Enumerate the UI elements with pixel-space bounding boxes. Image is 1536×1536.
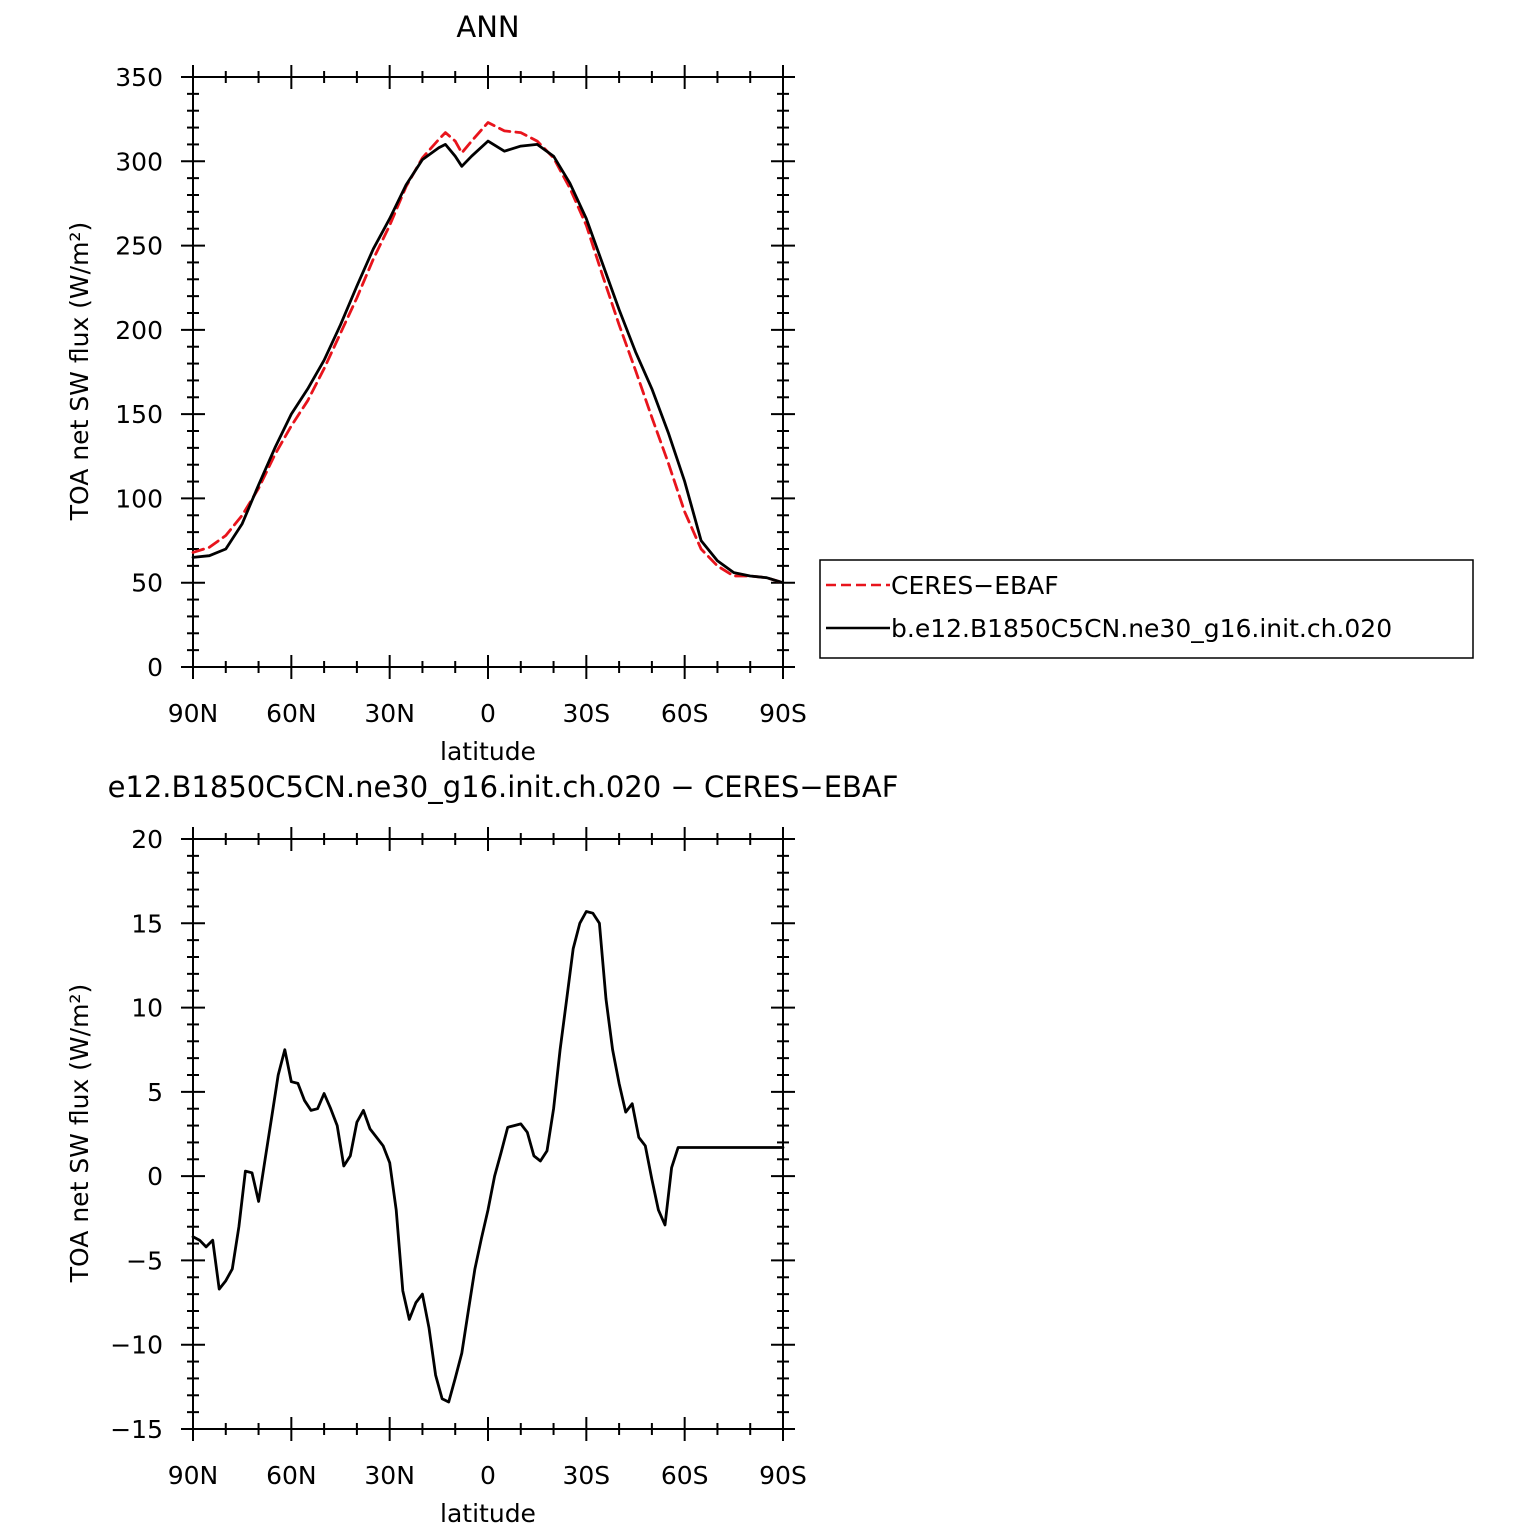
top-xtick-label: 30S [562,699,610,728]
bottom-xtick-label: 90S [759,1461,807,1490]
legend-label-ceres: CERES−EBAF [891,571,1059,600]
top-chart-title: ANN [456,10,519,44]
bottom-xtick-label: 30S [562,1461,610,1490]
top-xtick-label: 90S [759,699,807,728]
top-chart-xlabel: latitude [440,737,536,766]
top-ytick-label: 0 [147,653,163,682]
bottom-xtick-label: 60N [266,1461,317,1490]
bottom-ytick-label: −15 [110,1415,163,1444]
top-series-line-1 [191,139,785,585]
legend-label-model: b.e12.B1850C5CN.ne30_g16.init.ch.020 [891,614,1392,643]
bottom-chart-title: e12.B1850C5CN.ne30_g16.init.ch.020 − CER… [108,770,899,804]
top-ytick-label: 150 [115,400,163,429]
top-xtick-label: 30N [364,699,415,728]
bottom-ytick-label: −5 [126,1246,163,1275]
bottom-ytick-label: −10 [110,1331,163,1360]
top-ytick-label: 350 [115,63,163,92]
bottom-xtick-label: 90N [168,1461,219,1490]
bottom-ytick-label: 15 [131,909,163,938]
top-xtick-label: 90N [168,699,219,728]
bottom-chart-axes: 90N 60N 30N 0 30S 60S 90S −15 −10 −5 0 5 10 15 20 [110,825,807,1490]
bottom-xtick-label: 0 [480,1461,496,1490]
bottom-ytick-label: 10 [131,994,163,1023]
top-xtick-label: 0 [480,699,496,728]
top-ytick-label: 250 [115,232,163,261]
top-ytick-label: 200 [115,316,163,345]
bottom-ytick-label: 5 [147,1078,163,1107]
bottom-xtick-label: 30N [364,1461,415,1490]
bottom-ytick-label: 0 [147,1162,163,1191]
top-ytick-label: 100 [115,484,163,513]
top-plot-frame [192,76,784,668]
bottom-plot-frame [192,838,784,1430]
legend: CERES−EBAF b.e12.B1850C5CN.ne30_g16.init… [819,559,1474,659]
bottom-series-line-0 [191,910,785,1404]
legend-box [819,559,1474,659]
bottom-xtick-label: 60S [661,1461,709,1490]
top-series-line-0 [191,121,785,585]
top-chart-axes: 90N 60N 30N 0 30S 60S 90S 0 50 100 150 200 250 300 350 [115,63,807,728]
top-xtick-label: 60S [661,699,709,728]
top-ytick-label: 300 [115,147,163,176]
bottom-chart-ylabel: TOA net SW flux (W/m²) [65,984,94,1283]
bottom-chart-xlabel: latitude [440,1499,536,1528]
top-xtick-label: 60N [266,699,317,728]
bottom-ytick-label: 20 [131,825,163,854]
top-chart-ylabel: TOA net SW flux (W/m²) [65,222,94,521]
top-ytick-label: 50 [131,569,163,598]
